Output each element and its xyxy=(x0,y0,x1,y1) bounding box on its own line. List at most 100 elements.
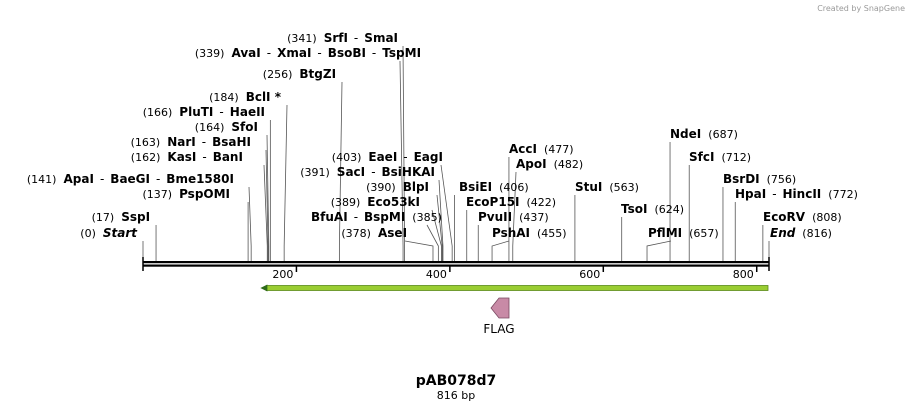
enzyme-name[interactable]: BclI * xyxy=(246,90,282,104)
site-asei[interactable]: (378) AseI xyxy=(341,226,407,240)
site-position: (403) xyxy=(332,151,362,164)
site-leader-pshai xyxy=(491,240,510,261)
enzyme-name[interactable]: TspMI xyxy=(382,46,421,60)
enzyme-name[interactable]: PluTI xyxy=(179,105,213,119)
enzyme-name[interactable]: BfuAI xyxy=(311,210,348,224)
enzyme-name[interactable]: BsaHI xyxy=(212,135,251,149)
site-leader-apai xyxy=(248,186,252,261)
enzyme-name[interactable]: Start xyxy=(103,226,138,240)
site-position: (385) xyxy=(412,211,442,224)
enzyme-name[interactable]: End xyxy=(770,226,796,240)
site-pvuii[interactable]: PvuII (437) xyxy=(478,210,549,224)
site-bcli[interactable]: (184) BclI * xyxy=(209,90,282,104)
enzyme-name[interactable]: PspOMI xyxy=(179,187,230,201)
site-tsoi[interactable]: TsoI (624) xyxy=(621,202,684,216)
site-bsiei[interactable]: BsiEI (406) xyxy=(459,180,529,194)
site-eco53ki[interactable]: (389) Eco53kI xyxy=(331,195,420,209)
enzyme-name[interactable]: EcoP15I xyxy=(466,195,520,209)
enzyme-name[interactable]: BsiHKAI xyxy=(382,165,436,179)
site-position: (712) xyxy=(722,151,752,164)
enzyme-name[interactable]: HaeII xyxy=(230,105,265,119)
site-position: (477) xyxy=(544,143,574,156)
site-leaders xyxy=(142,45,770,261)
enzyme-name[interactable]: KasI xyxy=(167,150,196,164)
site-pspomi[interactable]: (137) PspOMI xyxy=(143,187,231,201)
enzyme-name[interactable]: PshAI xyxy=(492,226,530,240)
site-apai[interactable]: (141) ApaI - BaeGI - Bme1580I xyxy=(27,172,234,186)
feature-flag[interactable]: FLAG xyxy=(260,284,769,337)
site-kasi[interactable]: (162) KasI - BanI xyxy=(131,150,243,164)
site-pshai[interactable]: PshAI (455) xyxy=(492,226,567,240)
site-start[interactable]: (0) Start xyxy=(80,226,138,240)
site-end[interactable]: End (816) xyxy=(770,226,832,240)
enzyme-name[interactable]: EagI xyxy=(414,150,443,164)
enzyme-name[interactable]: BsiEI xyxy=(459,180,492,194)
enzyme-name[interactable]: EcoRV xyxy=(763,210,806,224)
ruler-ticks: 200 400 600 800 xyxy=(272,266,758,281)
enzyme-name[interactable]: SspI xyxy=(121,210,150,224)
enzyme-name[interactable]: NarI xyxy=(167,135,196,149)
site-apoi[interactable]: ApoI (482) xyxy=(516,157,583,171)
enzyme-name[interactable]: SfcI xyxy=(689,150,714,164)
enzyme-name[interactable]: XmaI xyxy=(277,46,311,60)
site-srfi[interactable]: (341) SrfI - SmaI xyxy=(287,31,398,45)
enzyme-name[interactable]: NdeI xyxy=(670,127,701,141)
enzyme-name[interactable]: BsoBI xyxy=(328,46,366,60)
site-nari[interactable]: (163) NarI - BsaHI xyxy=(131,135,251,149)
enzyme-name[interactable]: PflMI xyxy=(648,226,682,240)
enzyme-name[interactable]: EaeI xyxy=(368,150,397,164)
site-saci[interactable]: (391) SacI - BsiHKAI xyxy=(300,165,435,179)
site-eaei[interactable]: (403) EaeI - EagI xyxy=(332,150,443,164)
enzyme-name[interactable]: AvaI xyxy=(232,46,261,60)
enzyme-name[interactable]: HpaI xyxy=(735,187,766,201)
enzyme-name[interactable]: Bme1580I xyxy=(166,172,234,186)
site-position: (772) xyxy=(828,188,858,201)
site-btgzi[interactable]: (256) BtgZI xyxy=(263,67,336,81)
site-position: (390) xyxy=(366,181,396,194)
enzyme-name[interactable]: SrfI xyxy=(324,31,348,45)
site-ecorv[interactable]: EcoRV (808) xyxy=(763,210,842,224)
site-position: (256) xyxy=(263,68,293,81)
enzyme-name[interactable]: BspMI xyxy=(364,210,405,224)
site-acci[interactable]: AccI (477) xyxy=(509,142,574,156)
enzyme-name[interactable]: BanI xyxy=(213,150,243,164)
site-separator: - xyxy=(354,210,358,224)
site-blpi[interactable]: (390) BlpI xyxy=(366,180,429,194)
enzyme-name[interactable]: BsrDI xyxy=(723,172,760,186)
site-bsrdi[interactable]: BsrDI (756) xyxy=(723,172,796,186)
feature-bar[interactable] xyxy=(265,285,769,291)
site-sfci[interactable]: SfcI (712) xyxy=(689,150,751,164)
enzyme-name[interactable]: HincII xyxy=(783,187,822,201)
enzyme-name[interactable]: AseI xyxy=(378,226,407,240)
site-bfuai[interactable]: BfuAI - BspMI (385) xyxy=(311,210,442,224)
site-pflmi[interactable]: PflMI (657) xyxy=(648,226,719,240)
site-pluti[interactable]: (166) PluTI - HaeII xyxy=(143,105,265,119)
enzyme-name[interactable]: AccI xyxy=(509,142,537,156)
enzyme-name[interactable]: BaeGI xyxy=(110,172,150,186)
site-separator: - xyxy=(267,46,271,60)
site-sspi[interactable]: (17) SspI xyxy=(92,210,150,224)
site-stui[interactable]: StuI (563) xyxy=(575,180,639,194)
enzyme-name[interactable]: SfoI xyxy=(231,120,258,134)
enzyme-name[interactable]: TsoI xyxy=(621,202,647,216)
site-position: (455) xyxy=(537,227,567,240)
enzyme-name[interactable]: StuI xyxy=(575,180,602,194)
site-ecop15i[interactable]: EcoP15I (422) xyxy=(466,195,556,209)
enzyme-name[interactable]: SacI xyxy=(337,165,365,179)
site-ndei[interactable]: NdeI (687) xyxy=(670,127,738,141)
enzyme-name[interactable]: ApaI xyxy=(64,172,94,186)
site-position: (166) xyxy=(143,106,173,119)
snapgene-credit: Created by SnapGene xyxy=(817,4,905,13)
enzyme-name[interactable]: BtgZI xyxy=(299,67,336,81)
site-avai[interactable]: (339) AvaI - XmaI - BsoBI - TspMI xyxy=(195,46,421,60)
enzyme-name[interactable]: PvuII xyxy=(478,210,512,224)
site-position: (657) xyxy=(689,227,719,240)
enzyme-name[interactable]: SmaI xyxy=(364,31,398,45)
site-sfoi[interactable]: (164) SfoI xyxy=(195,120,258,134)
site-hpai[interactable]: HpaI - HincII (772) xyxy=(735,187,858,201)
enzyme-name[interactable]: ApoI xyxy=(516,157,547,171)
enzyme-name[interactable]: BlpI xyxy=(403,180,429,194)
enzyme-name[interactable]: Eco53kI xyxy=(367,195,420,209)
site-position: (422) xyxy=(527,196,557,209)
ruler-tick-label: 400 xyxy=(426,268,447,281)
